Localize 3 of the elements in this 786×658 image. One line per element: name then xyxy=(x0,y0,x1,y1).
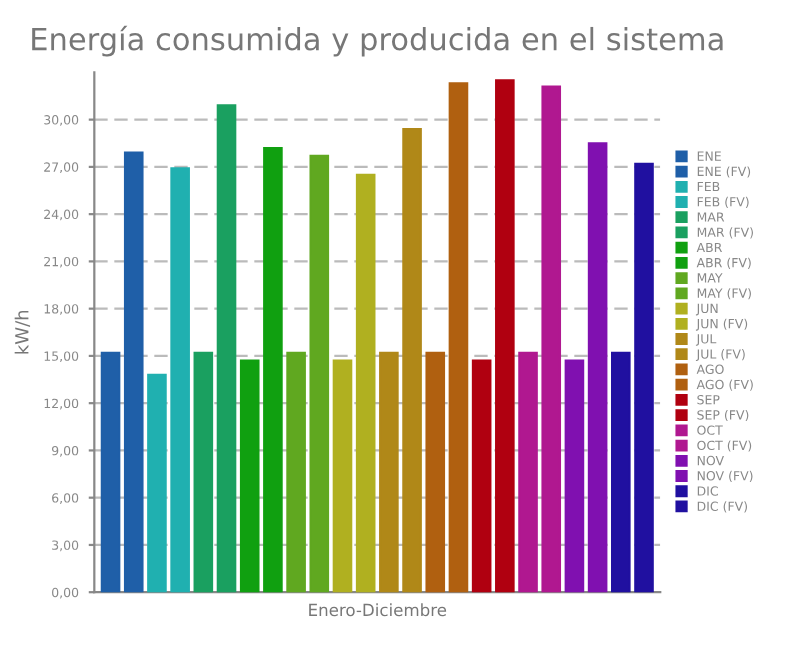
x-axis-title: Enero-Diciembre xyxy=(309,603,447,617)
y-axis-title: kW/h xyxy=(14,310,31,354)
chart-title: Energía consumida y producida en el sistema xyxy=(32,25,723,57)
